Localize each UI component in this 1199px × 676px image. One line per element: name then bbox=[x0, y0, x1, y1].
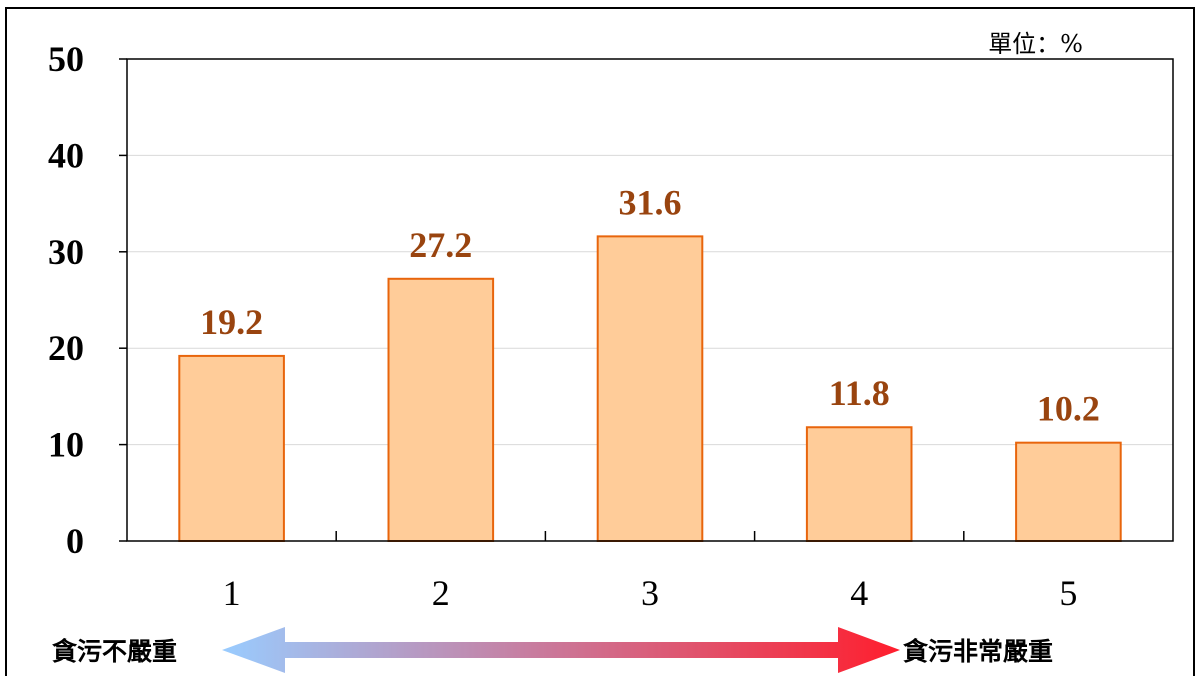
y-tick-label: 20 bbox=[48, 328, 84, 368]
bar bbox=[596, 235, 704, 542]
x-axis-ticks bbox=[335, 531, 965, 541]
bar bbox=[387, 277, 495, 542]
y-tick-label: 50 bbox=[48, 39, 84, 79]
unit-label: 單位：% bbox=[988, 30, 1083, 58]
y-tick-label: 40 bbox=[48, 135, 84, 175]
data-label: 10.2 bbox=[1037, 389, 1100, 429]
y-tick-label: 0 bbox=[66, 521, 84, 561]
plot-area-border bbox=[126, 58, 1174, 542]
bar bbox=[805, 426, 913, 542]
y-tick-label: 30 bbox=[48, 232, 84, 272]
x-tick-label: 3 bbox=[641, 573, 659, 613]
x-tick-label: 1 bbox=[223, 573, 241, 613]
scale-arrow bbox=[222, 627, 900, 673]
data-label: 19.2 bbox=[200, 302, 263, 342]
data-labels: 19.2 27.2 31.6 11.8 10.2 bbox=[200, 182, 1100, 428]
x-tick-label: 4 bbox=[850, 573, 868, 613]
gradient-double-arrow bbox=[222, 627, 900, 673]
scale-right-label: 貪污非常嚴重 bbox=[903, 637, 1053, 666]
scale-left-label: 貪污不嚴重 bbox=[52, 637, 177, 666]
y-axis-tick-labels: 0 10 20 30 40 50 bbox=[48, 39, 84, 561]
bars bbox=[178, 235, 1122, 542]
y-tick-label: 10 bbox=[48, 425, 84, 465]
x-axis-tick-labels: 1 2 3 4 5 bbox=[223, 573, 1078, 613]
x-tick-label: 5 bbox=[1059, 573, 1077, 613]
data-label: 11.8 bbox=[829, 373, 890, 413]
x-tick-label: 2 bbox=[432, 573, 450, 613]
outer-frame bbox=[5, 7, 1195, 676]
data-label: 31.6 bbox=[619, 182, 682, 222]
bar bbox=[178, 354, 285, 542]
bar bbox=[1015, 441, 1122, 542]
data-label: 27.2 bbox=[409, 225, 472, 265]
